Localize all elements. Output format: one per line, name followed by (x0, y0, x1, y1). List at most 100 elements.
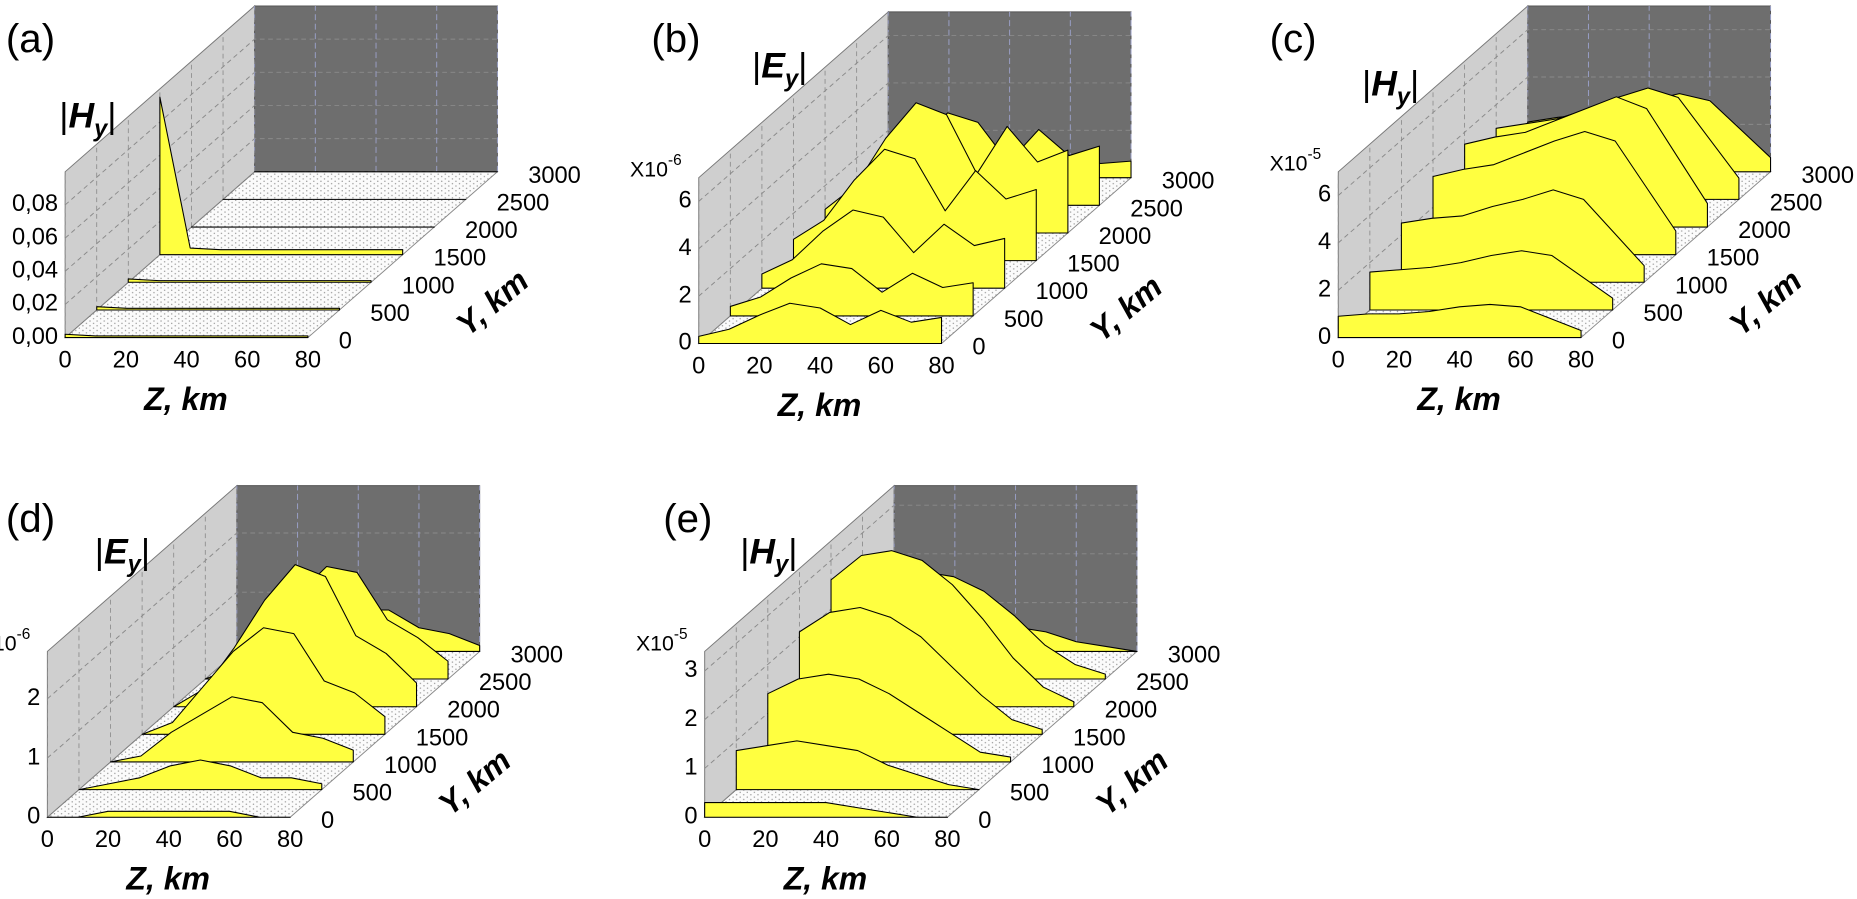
surface-ribbon (704, 802, 948, 818)
y-tick-label: 0 (978, 808, 991, 834)
y-tick-label: 0 (972, 334, 985, 360)
y-tick-label: 3000 (510, 642, 563, 668)
z-symbol-close: | (107, 96, 116, 136)
x-tick-label: 80 (295, 348, 321, 374)
x-axis-title: Z, km (783, 861, 868, 897)
multiplier-base: X10 (636, 631, 674, 655)
surface-ribbon (78, 759, 323, 791)
z-tick-label: 1 (684, 755, 697, 781)
z-symbol-close: | (141, 532, 150, 572)
x-tick-label: 0 (1332, 348, 1345, 374)
y-tick-label: 500 (353, 781, 393, 807)
z-axis-symbol: |Ey| (752, 46, 807, 93)
panel-label: (a) (6, 16, 55, 61)
y-tick-label: 2500 (497, 190, 550, 216)
x-tick-label: 20 (746, 353, 772, 379)
x-tick-label: 60 (868, 353, 894, 379)
z-tick-label: 2 (1318, 276, 1331, 302)
y-tick-label: 2000 (1099, 224, 1152, 250)
z-tick-label: 0 (1318, 324, 1331, 350)
y-tick-label: 500 (1004, 307, 1043, 333)
y-axis-title: Y, km (1722, 262, 1808, 343)
z-symbol-subscript: y (784, 67, 800, 93)
z-tick-label: 2 (684, 706, 697, 732)
y-tick-label: 1500 (433, 246, 486, 272)
x-tick-label: 40 (1446, 348, 1472, 374)
y-tick-label: 1000 (1035, 279, 1088, 305)
z-axis-symbol: |Hy| (1362, 64, 1419, 111)
x-tick-label: 60 (874, 827, 900, 853)
x-tick-label: 0 (59, 348, 72, 374)
x-tick-label: 80 (277, 827, 303, 853)
z-symbol-subscript: y (93, 117, 109, 143)
z-tick-label: 0,02 (12, 291, 58, 317)
z-tick-label: 6 (1318, 182, 1331, 208)
multiplier-base: X10 (1270, 151, 1308, 175)
surface-ribbon (1337, 303, 1582, 339)
z-tick-label: 4 (1318, 229, 1331, 255)
multiplier: X10-6 (0, 626, 30, 655)
x-tick-label: 40 (807, 353, 833, 379)
z-tick-label: 0 (684, 803, 697, 829)
surface-ribbon (159, 96, 404, 256)
multiplier-base: X10 (0, 631, 17, 655)
z-tick-label: 4 (678, 235, 691, 261)
z-symbol-name: E (104, 532, 129, 572)
surface-ribbon (141, 627, 386, 735)
y-tick-label: 2500 (479, 670, 532, 696)
z-tick-label: 2 (27, 685, 40, 711)
multiplier-exponent: -5 (674, 626, 688, 643)
z-axis-symbol: |Ey| (95, 532, 150, 579)
y-axis-title: Y, km (1083, 268, 1169, 349)
surface-ribbon (729, 263, 974, 317)
z-symbol-open: | (1362, 64, 1371, 104)
multiplier: X10-5 (1270, 146, 1322, 175)
x-tick-label: 60 (234, 348, 260, 374)
surface-ribbon (767, 673, 1012, 763)
y-tick-label: 0 (339, 329, 352, 355)
x-tick-label: 20 (113, 348, 139, 374)
z-symbol-name: H (1371, 64, 1398, 104)
panel-label: (d) (6, 496, 55, 541)
x-tick-label: 80 (1568, 348, 1594, 374)
x-tick-label: 20 (1386, 348, 1412, 374)
z-symbol-open: | (59, 96, 68, 136)
z-tick-label: 1 (27, 744, 40, 770)
y-tick-label: 3000 (528, 163, 581, 189)
z-axis-symbol: |Hy| (59, 96, 116, 143)
x-tick-label: 0 (41, 827, 54, 853)
surface-ribbon (1369, 250, 1614, 311)
x-tick-label: 60 (1507, 348, 1533, 374)
y-tick-label: 1000 (1675, 273, 1728, 299)
z-symbol-close: | (798, 46, 807, 86)
z-symbol-open: | (740, 532, 749, 572)
y-axis-title: Y, km (449, 262, 535, 343)
surface-ribbon (109, 696, 354, 763)
x-tick-label: 80 (934, 827, 960, 853)
surface-ribbon (735, 740, 980, 791)
surface-ribbon (127, 278, 372, 283)
x-axis-title: Z, km (143, 381, 228, 417)
x-tick-label: 40 (173, 348, 199, 374)
z-symbol-close: | (788, 532, 797, 572)
x-tick-label: 0 (698, 827, 711, 853)
x-tick-label: 60 (216, 827, 242, 853)
z-tick-label: 0,06 (12, 224, 58, 250)
y-tick-label: 0 (321, 808, 334, 834)
panel-label: (b) (651, 16, 700, 61)
y-tick-label: 1500 (416, 725, 469, 751)
x-tick-label: 20 (95, 827, 121, 853)
surface-ribbon (64, 333, 309, 339)
x-tick-label: 40 (813, 827, 839, 853)
y-tick-label: 2000 (1105, 698, 1158, 724)
multiplier: X10-6 (630, 152, 682, 181)
z-tick-label: 0,04 (12, 258, 58, 284)
z-symbol-subscript: y (1396, 85, 1412, 111)
panel-label: (e) (663, 496, 712, 541)
z-symbol-open: | (95, 532, 104, 572)
multiplier-base: X10 (630, 157, 668, 181)
x-axis-title: Z, km (1416, 381, 1501, 417)
y-tick-label: 3000 (1162, 169, 1215, 195)
y-tick-label: 2000 (465, 218, 518, 244)
